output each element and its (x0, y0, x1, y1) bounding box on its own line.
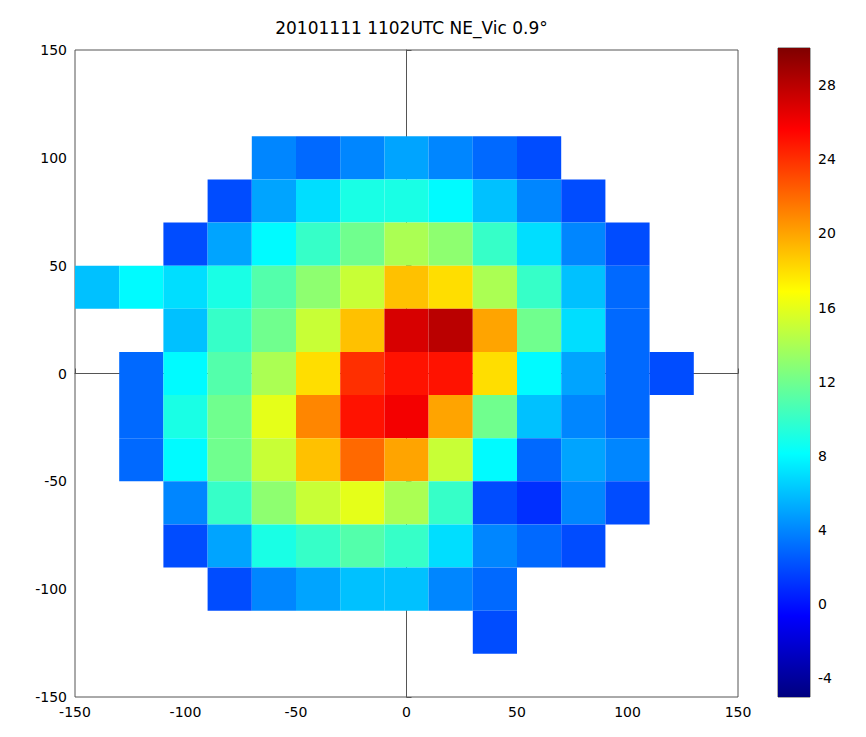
svg-text:20: 20 (818, 225, 836, 241)
svg-text:50: 50 (508, 704, 526, 720)
svg-text:50: 50 (49, 258, 67, 274)
svg-text:-100: -100 (170, 704, 202, 720)
svg-text:16: 16 (818, 300, 836, 316)
svg-text:-100: -100 (35, 581, 67, 597)
svg-text:0: 0 (818, 596, 827, 612)
svg-text:-50: -50 (44, 473, 67, 489)
svg-text:28: 28 (818, 77, 836, 93)
svg-text:-150: -150 (59, 704, 91, 720)
svg-text:20101111 1102UTC NE_Vic 0.9°: 20101111 1102UTC NE_Vic 0.9° (275, 18, 548, 39)
svg-text:-4: -4 (818, 670, 832, 686)
svg-text:-150: -150 (35, 689, 67, 705)
svg-text:24: 24 (818, 151, 836, 167)
svg-text:150: 150 (725, 704, 752, 720)
svg-text:12: 12 (818, 374, 836, 390)
svg-text:0: 0 (402, 704, 411, 720)
svg-text:-50: -50 (285, 704, 308, 720)
svg-text:8: 8 (818, 448, 827, 464)
svg-text:0: 0 (58, 366, 67, 382)
svg-text:4: 4 (818, 522, 827, 538)
svg-text:100: 100 (40, 150, 67, 166)
svg-text:150: 150 (40, 42, 67, 58)
svg-text:100: 100 (614, 704, 641, 720)
